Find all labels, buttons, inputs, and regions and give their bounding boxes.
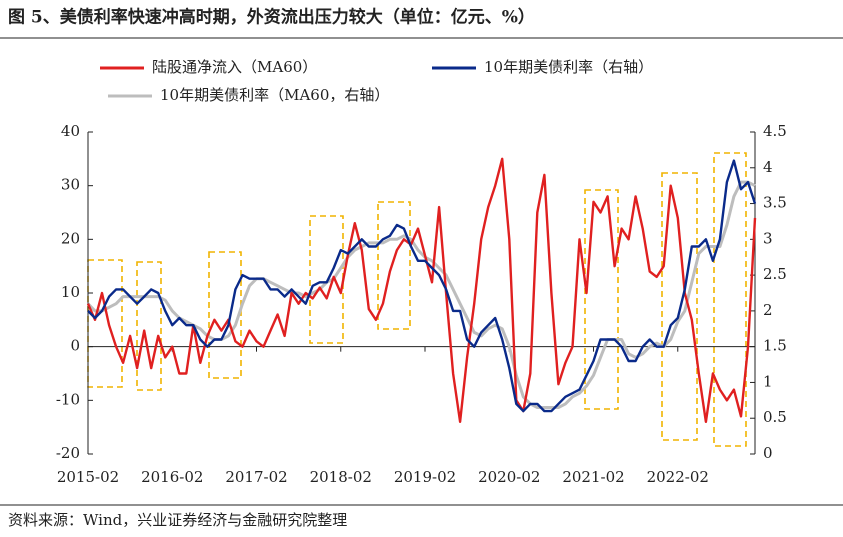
highlight-box [208,251,242,379]
highlight-box [309,215,344,344]
y2-tick-label: 0 [763,444,773,462]
y2-tick-label: 4.5 [763,122,787,140]
y2-tick-label: 3 [763,229,773,247]
y-tick-label: 10 [61,283,80,301]
highlight-box [713,152,747,447]
x-tick-label: 2018-02 [310,468,372,486]
y2-tick-label: 4 [763,158,773,176]
x-tick-label: 2015-02 [57,468,119,486]
highlight-boxes [87,152,747,447]
y2-tick-label: 2 [763,301,773,319]
y-tick-label: 30 [61,176,80,194]
y-tick-label: 20 [61,229,80,247]
highlight-box [377,201,411,330]
y2-tick-label: 2.5 [763,265,787,283]
y-tick-label: 0 [70,337,80,355]
series-line [86,157,757,423]
highlight-box [584,189,619,410]
source: 资料来源：Wind，兴业证券经济与金融研究院整理 [8,511,347,529]
highlight-box [136,261,162,391]
y2-tick-label: 1 [763,372,773,390]
x-tick-label: 2016-02 [141,468,203,486]
y-tick-label: -10 [56,390,80,408]
y2-tick-label: 0.5 [763,408,787,426]
x-tick-label: 2021-02 [562,468,624,486]
chart-title: 图 5、美债利率快速冲高时期，外资流出压力较大（单位：亿元、%） [8,7,535,28]
y2-tick-label: 3.5 [763,194,787,212]
legend-label: 10年期美债利率（MA60，右轴） [160,86,389,104]
x-tick-label: 2022-02 [647,468,709,486]
x-tick-label: 2019-02 [394,468,456,486]
y2-tick-label: 1.5 [763,337,787,355]
series-line [86,180,756,409]
y-tick-label: 40 [61,122,80,140]
highlight-box [87,259,123,388]
y-tick-label: -20 [56,444,80,462]
legend-label: 陆股通净流入（MA60） [152,58,317,76]
highlight-box [661,172,698,441]
series-line [87,159,757,413]
legend-label: 10年期美债利率（右轴） [484,58,653,76]
x-tick-label: 2017-02 [225,468,287,486]
x-tick-label: 2020-02 [478,468,540,486]
